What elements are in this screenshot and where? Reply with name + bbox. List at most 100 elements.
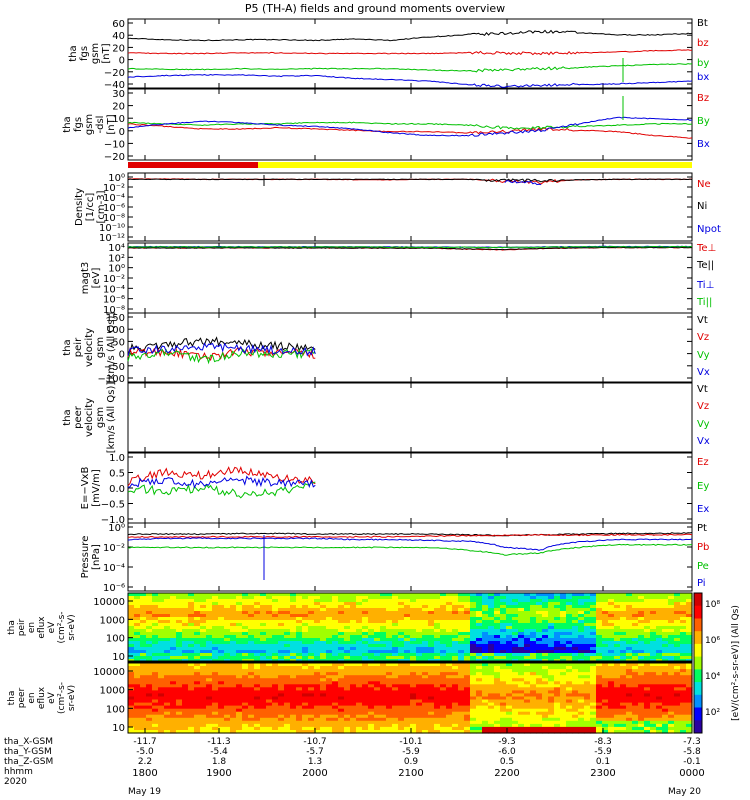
spectrogram-cell xyxy=(302,635,309,639)
spectrogram-cell xyxy=(434,672,441,676)
spectrogram-cell xyxy=(320,726,327,731)
spectrogram-cell xyxy=(410,723,417,728)
spectrogram-cell xyxy=(566,730,573,734)
spectrogram-cell xyxy=(572,602,579,606)
spectrogram-cell xyxy=(200,650,207,654)
spectrogram-cell xyxy=(638,696,645,701)
spectrogram-cell xyxy=(212,675,219,679)
spectrogram-cell xyxy=(644,629,651,633)
spectrogram-cell xyxy=(620,726,627,731)
spectrogram-cell xyxy=(266,726,273,731)
spectrogram-cell xyxy=(452,693,459,697)
spectrogram-cell xyxy=(350,653,357,657)
spectrogram-cell xyxy=(416,717,423,722)
spectrogram-cell xyxy=(284,638,291,642)
spectrogram-cell xyxy=(650,672,657,676)
spectrogram-cell xyxy=(434,708,441,713)
spectrogram-cell xyxy=(668,730,675,734)
spectrogram-cell xyxy=(458,629,465,633)
spectrogram-cell xyxy=(416,730,423,734)
spectrogram-cell xyxy=(308,641,315,645)
spectrogram-cell xyxy=(158,620,165,624)
spectrogram-cell xyxy=(242,696,249,701)
spectrogram-cell xyxy=(476,644,483,648)
spectrogram-cell xyxy=(512,644,519,648)
spectrogram-cell xyxy=(152,675,159,679)
legend-Ey: Ey xyxy=(697,481,709,492)
spectrogram-cell xyxy=(296,650,303,654)
spectrogram-cell xyxy=(560,623,567,627)
y-tick-label: 10 xyxy=(112,723,125,734)
spectrogram-cell xyxy=(530,720,537,725)
spectrogram-cell xyxy=(320,730,327,734)
spectrogram-cell xyxy=(254,653,261,657)
spectrogram-cell xyxy=(380,675,387,679)
spectrogram-cell xyxy=(626,656,633,660)
spectrogram-cell xyxy=(416,638,423,642)
spectrogram-cell xyxy=(686,708,693,713)
spectrogram-cell xyxy=(596,726,603,731)
spectrogram-cell xyxy=(458,656,465,660)
spectrogram-cell xyxy=(638,690,645,694)
spectrogram-cell xyxy=(584,641,591,645)
spectrogram-cell xyxy=(242,614,249,618)
spectrogram-cell xyxy=(560,608,567,612)
spectrogram-cell xyxy=(338,599,345,603)
spectrogram-cell xyxy=(422,593,429,597)
spectrogram-cell xyxy=(482,708,489,713)
spectrogram-cell xyxy=(314,629,321,633)
spectrogram-cell xyxy=(200,696,207,701)
spectrogram-cell xyxy=(290,720,297,725)
spectrogram-cell xyxy=(134,617,141,621)
spectrogram-cell xyxy=(524,617,531,621)
spectrogram-cell xyxy=(650,714,657,719)
spectrogram-cell xyxy=(410,705,417,710)
spectrogram-cell xyxy=(482,717,489,722)
spectrogram-cell xyxy=(290,626,297,630)
spectrogram-cell xyxy=(542,669,549,673)
spectrogram-cell xyxy=(518,632,525,636)
spectrogram-cell xyxy=(314,720,321,725)
spectrogram-cell xyxy=(638,708,645,713)
spectrogram-cell xyxy=(686,717,693,722)
spectrogram-cell xyxy=(668,723,675,728)
spectrogram-cell xyxy=(344,681,351,685)
spectrogram-cell xyxy=(596,669,603,673)
z-gsm-value: 1.8 xyxy=(212,757,227,767)
spectrogram-cell xyxy=(380,602,387,606)
spectrogram-cell xyxy=(272,647,279,651)
spectrogram-cell xyxy=(632,681,639,685)
spectrogram-cell xyxy=(164,647,171,651)
spectrogram-cell xyxy=(434,705,441,710)
spectrogram-cell xyxy=(338,705,345,710)
spectrogram-cell xyxy=(260,641,267,645)
spectrogram-cell xyxy=(554,626,561,630)
spectrogram-cell xyxy=(302,678,309,682)
spectrogram-cell xyxy=(410,666,417,670)
legend-Ez: Ez xyxy=(697,457,709,468)
spectrogram-cell xyxy=(650,687,657,691)
spectrogram-cell xyxy=(434,693,441,697)
spectrogram-cell xyxy=(662,720,669,725)
spectrogram-cell xyxy=(368,656,375,660)
spectrogram-cell xyxy=(674,708,681,713)
spectrogram-cell xyxy=(368,699,375,704)
spectrogram-cell xyxy=(476,608,483,612)
spectrogram-cell xyxy=(212,650,219,654)
spectrogram-cell xyxy=(608,711,615,716)
spectrogram-cell xyxy=(446,617,453,621)
spectrogram-cell xyxy=(644,653,651,657)
spectrogram-cell xyxy=(206,611,213,615)
spectrogram-cell xyxy=(554,717,561,722)
spectrogram-cell xyxy=(602,690,609,694)
spectrogram-cell xyxy=(548,720,555,725)
spectrogram-cell xyxy=(272,699,279,704)
spectrogram-cell xyxy=(686,596,693,600)
spectrogram-cell xyxy=(620,599,627,603)
spectrogram-cell xyxy=(626,599,633,603)
colorbar-label: [eV/(cm²-s-sr-eV)] (All Qs) xyxy=(731,605,741,721)
spectrogram-cell xyxy=(146,620,153,624)
spectrogram-cell xyxy=(464,678,471,682)
spectrogram-cell xyxy=(422,717,429,722)
spectrogram-cell xyxy=(206,681,213,685)
